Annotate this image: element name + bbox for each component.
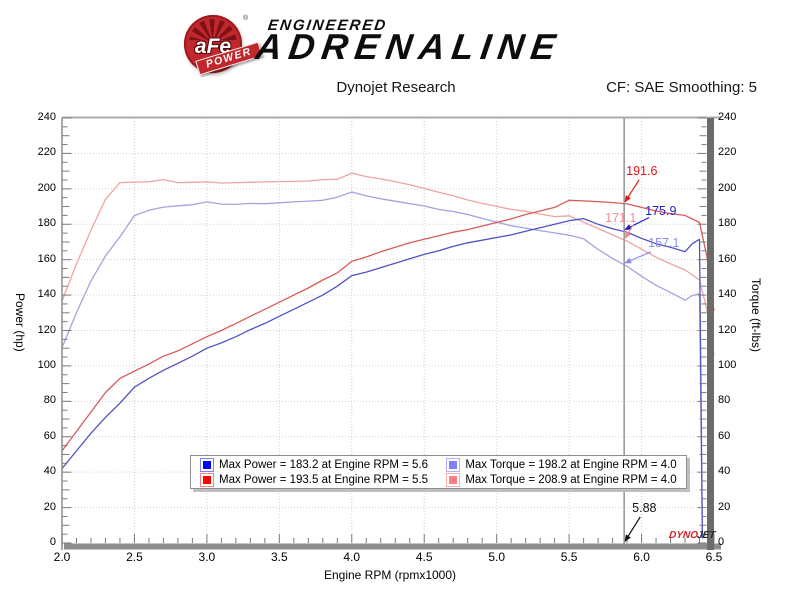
legend-swatch-fill — [449, 460, 458, 469]
x-axis-title: Engine RPM (rpmx1000) — [323, 568, 457, 582]
correction-factor-label: CF: SAE Smoothing: 5 — [606, 79, 757, 96]
torque_red-curve — [61, 172, 715, 356]
legend-label: Max Power = 183.2 at Engine RPM = 5.6 — [219, 458, 429, 471]
legend-swatch — [446, 457, 461, 472]
annotation-arrow — [624, 216, 650, 231]
legend-swatch — [200, 472, 214, 487]
legend-label: Max Torque = 208.9 at Engine RPM = 4.0 — [465, 473, 677, 486]
legend-swatch-fill — [203, 460, 211, 469]
axis-right-bar — [707, 118, 714, 550]
legend-label: Max Torque = 198.2 at Engine RPM = 4.0 — [465, 458, 677, 471]
legend-swatch — [446, 472, 461, 487]
legend-entry: Max Power = 193.5 at Engine RPM = 5.5 — [191, 472, 437, 487]
turbine-icon — [189, 19, 237, 41]
annotation-arrow — [624, 251, 652, 264]
legend-entry: Max Torque = 198.2 at Engine RPM = 4.0 — [437, 457, 686, 472]
legend-swatch-fill — [449, 475, 458, 484]
right-axis-title: Torque (ft-lbs) — [749, 278, 763, 353]
dynojet-watermark-part2: JET — [696, 530, 716, 541]
legend-entry: Max Power = 183.2 at Engine RPM = 5.6 — [191, 457, 437, 472]
legend-label: Max Power = 193.5 at Engine RPM = 5.5 — [219, 473, 429, 486]
axis-bottom-bar — [64, 543, 721, 550]
registered-mark: ® — [243, 15, 249, 22]
power_blue-curve — [61, 217, 704, 538]
dynojet-watermark-part1: DYNO — [668, 530, 699, 541]
dynojet-watermark: DYNOJET — [668, 530, 716, 541]
annotation-arrow — [624, 224, 634, 239]
legend-swatch-fill — [203, 475, 211, 484]
power_red-curve — [61, 199, 715, 452]
legend-entry: Max Torque = 208.9 at Engine RPM = 4.0 — [437, 472, 686, 487]
torque_blue-curve — [61, 191, 704, 540]
chart-title: Dynojet Research — [336, 79, 456, 96]
chart-legend: Max Power = 183.2 at Engine RPM = 5.6 Max… — [190, 455, 687, 489]
left-axis-title: Power (hp) — [13, 293, 27, 352]
annotation-arrow — [624, 516, 641, 542]
legend-swatch — [200, 457, 214, 472]
annotation-arrow — [624, 179, 640, 203]
